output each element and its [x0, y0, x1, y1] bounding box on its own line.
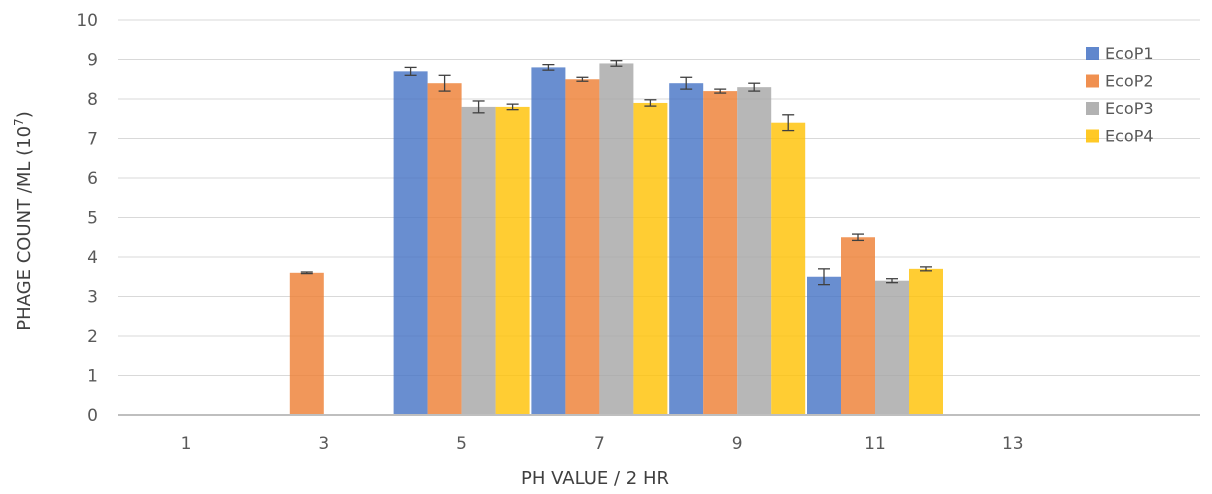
x-tick-label: 1 — [181, 434, 192, 454]
legend-swatch-ecop4 — [1086, 129, 1099, 143]
legend-swatch-ecop2 — [1086, 74, 1099, 88]
error-bars — [300, 60, 932, 286]
bars — [289, 63, 943, 416]
error-bar — [576, 76, 589, 82]
y-tick-label: 1 — [87, 367, 98, 387]
x-tick-label: 13 — [1002, 434, 1024, 454]
y-tick-label: 5 — [87, 209, 98, 229]
y-tick-label: 3 — [87, 288, 98, 308]
error-bar — [886, 278, 898, 284]
error-bar — [506, 103, 519, 111]
error-bar — [714, 88, 727, 94]
error-bar — [438, 74, 451, 92]
x-tick-label: 3 — [318, 434, 329, 454]
bar-ecop4 — [771, 122, 806, 415]
y-tick-label: 0 — [87, 406, 98, 426]
error-bar — [818, 268, 830, 286]
error-bar — [300, 271, 313, 275]
legend-label-ecop2: EcoP2 — [1105, 72, 1154, 91]
bar-ecop4 — [633, 102, 668, 415]
error-bar — [748, 82, 761, 92]
bar-ecop1 — [393, 71, 428, 415]
y-axis-title: PHAGE COUNT /ML (107) — [12, 111, 35, 330]
bar-ecop1 — [531, 67, 566, 416]
x-tick-label: 7 — [594, 434, 605, 454]
y-tick-label: 4 — [87, 248, 98, 268]
bar-ecop2 — [427, 83, 462, 415]
error-bar — [782, 114, 795, 132]
error-bar — [472, 100, 485, 114]
x-tick-label: 9 — [732, 434, 743, 454]
error-bar — [920, 266, 932, 272]
bar-ecop4 — [909, 268, 943, 415]
legend-label-ecop3: EcoP3 — [1105, 99, 1154, 118]
error-bar — [542, 63, 555, 71]
legend-label-ecop1: EcoP1 — [1105, 44, 1154, 63]
legend-swatch-ecop3 — [1086, 102, 1099, 115]
x-tick-label: 11 — [864, 434, 886, 454]
bar-ecop2 — [565, 79, 600, 415]
y-tick-label: 7 — [87, 130, 98, 150]
y-tick-label: 8 — [87, 90, 98, 110]
bar-ecop3 — [599, 63, 634, 415]
x-tick-label: 5 — [456, 434, 467, 454]
error-bar — [680, 76, 693, 90]
error-bar — [404, 66, 417, 76]
bar-ecop2 — [289, 272, 324, 415]
bar-ecop4 — [495, 106, 530, 416]
bar-ecop3 — [875, 280, 909, 415]
error-bar — [852, 233, 864, 242]
y-tick-label: 10 — [76, 11, 98, 31]
error-bar — [610, 60, 623, 67]
y-tick-label: 2 — [87, 327, 98, 347]
bar-ecop2 — [841, 237, 875, 415]
error-bar — [644, 99, 657, 107]
bar-ecop3 — [461, 106, 496, 416]
y-tick-label: 9 — [87, 51, 98, 71]
legend: EcoP1 EcoP2 EcoP3 EcoP4 — [1086, 44, 1154, 146]
bar-ecop1 — [669, 83, 704, 415]
bar-ecop2 — [703, 91, 738, 415]
y-tick-label: 6 — [87, 169, 98, 189]
x-axis-title: PH VALUE / 2 HR — [521, 468, 669, 489]
legend-swatch-ecop1 — [1086, 47, 1099, 60]
bar-ecop3 — [737, 87, 772, 416]
legend-label-ecop4: EcoP4 — [1105, 127, 1154, 146]
bar-ecop1 — [807, 276, 841, 415]
